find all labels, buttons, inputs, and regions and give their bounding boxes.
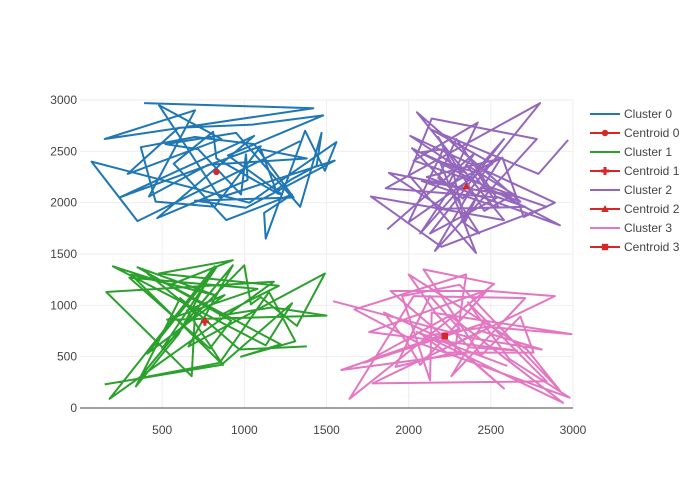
legend-label: Centroid 0 bbox=[624, 126, 680, 140]
legend-label: Cluster 1 bbox=[624, 145, 672, 159]
legend-item-cluster-3[interactable]: Cluster 3 bbox=[590, 221, 672, 235]
legend[interactable]: Cluster 0 Centroid 0 Cluster 1 Centroid 1 Cl… bbox=[590, 107, 680, 254]
centroid-1-marker bbox=[200, 317, 209, 326]
cluster-3-line bbox=[332, 268, 573, 404]
x-tick-label: 500 bbox=[152, 423, 172, 437]
x-tick-label: 3000 bbox=[560, 423, 587, 437]
legend-marker bbox=[601, 129, 609, 137]
y-tick-label: 3000 bbox=[50, 93, 77, 107]
legend-item-centroid-1[interactable]: Centroid 1 bbox=[590, 164, 680, 178]
legend-item-cluster-2[interactable]: Cluster 2 bbox=[590, 183, 672, 197]
centroid-2-marker bbox=[462, 182, 470, 190]
x-tick-label: 1500 bbox=[313, 423, 340, 437]
legend-item-centroid-2[interactable]: Centroid 2 bbox=[590, 202, 680, 216]
y-tick-label: 2000 bbox=[50, 196, 77, 210]
y-tick-label: 1500 bbox=[50, 247, 77, 261]
plot-area bbox=[90, 102, 573, 404]
legend-label: Cluster 0 bbox=[624, 107, 672, 121]
centroid-3-marker bbox=[441, 332, 449, 340]
centroid-0-marker bbox=[213, 168, 220, 176]
legend-label: Centroid 2 bbox=[624, 202, 680, 216]
cluster-1-line bbox=[104, 259, 328, 400]
y-tick-label: 0 bbox=[70, 401, 77, 415]
legend-item-cluster-0[interactable]: Cluster 0 bbox=[590, 107, 672, 121]
legend-marker bbox=[601, 243, 609, 251]
y-tick-label: 500 bbox=[57, 350, 77, 364]
cluster-0-line bbox=[90, 102, 338, 240]
x-tick-label: 2000 bbox=[395, 423, 422, 437]
x-tick-label: 1000 bbox=[231, 423, 258, 437]
legend-label: Centroid 1 bbox=[624, 164, 680, 178]
legend-item-cluster-1[interactable]: Cluster 1 bbox=[590, 145, 672, 159]
legend-label: Centroid 3 bbox=[624, 240, 680, 254]
y-tick-label: 1000 bbox=[50, 298, 77, 312]
legend-item-centroid-0[interactable]: Centroid 0 bbox=[590, 126, 680, 140]
legend-marker bbox=[601, 205, 609, 212]
legend-marker bbox=[601, 167, 609, 175]
axes: 500 1000 1500 2000 2500 3000 0 500 1000 1500 2000 2… bbox=[50, 93, 586, 437]
x-tick-label: 2500 bbox=[477, 423, 504, 437]
y-tick-label: 2500 bbox=[50, 144, 77, 158]
cluster-2-line bbox=[369, 102, 569, 254]
legend-label: Cluster 2 bbox=[624, 183, 672, 197]
legend-label: Cluster 3 bbox=[624, 221, 672, 235]
legend-item-centroid-3[interactable]: Centroid 3 bbox=[590, 240, 680, 254]
